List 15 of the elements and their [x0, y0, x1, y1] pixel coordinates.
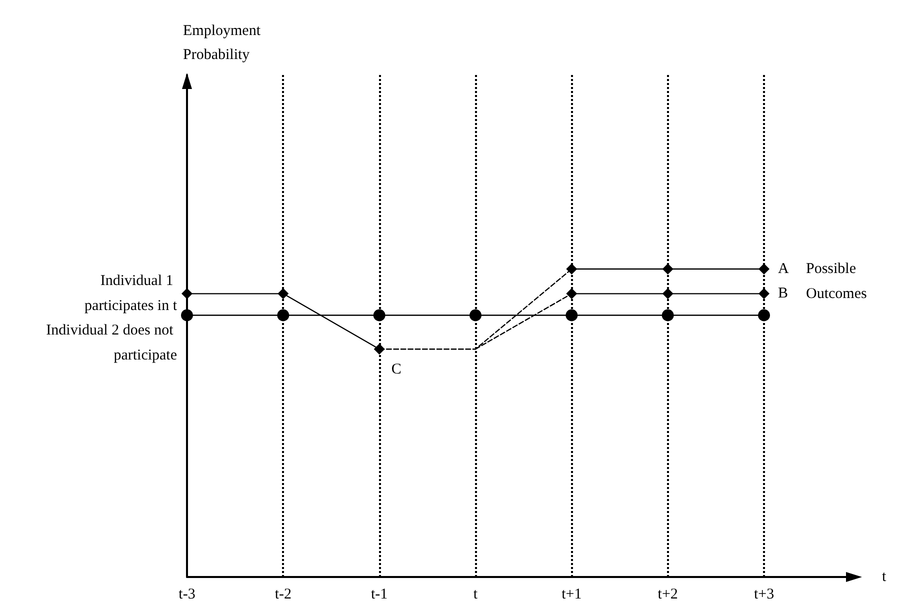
x-tick-label: t-2: [274, 586, 292, 602]
annotation: Individual 2 does not participate: [46, 322, 178, 364]
text: Possible Outcomes: [806, 260, 867, 302]
x-tick-label: t+2: [658, 586, 678, 602]
text: t: [882, 569, 887, 585]
annotation: B: [778, 286, 788, 302]
annotation: A: [778, 261, 789, 278]
annotation: C: [391, 362, 402, 378]
x-tick-label: t: [473, 586, 478, 602]
x-tick-label: t-1: [370, 586, 388, 602]
x-tick-label: t-3: [178, 586, 196, 602]
x-tick-label: t+1: [562, 586, 582, 602]
annotation: Individual 1 participates in t: [84, 273, 178, 314]
x-tick-label: t+3: [754, 586, 774, 602]
text: Employment Probability: [183, 23, 264, 63]
